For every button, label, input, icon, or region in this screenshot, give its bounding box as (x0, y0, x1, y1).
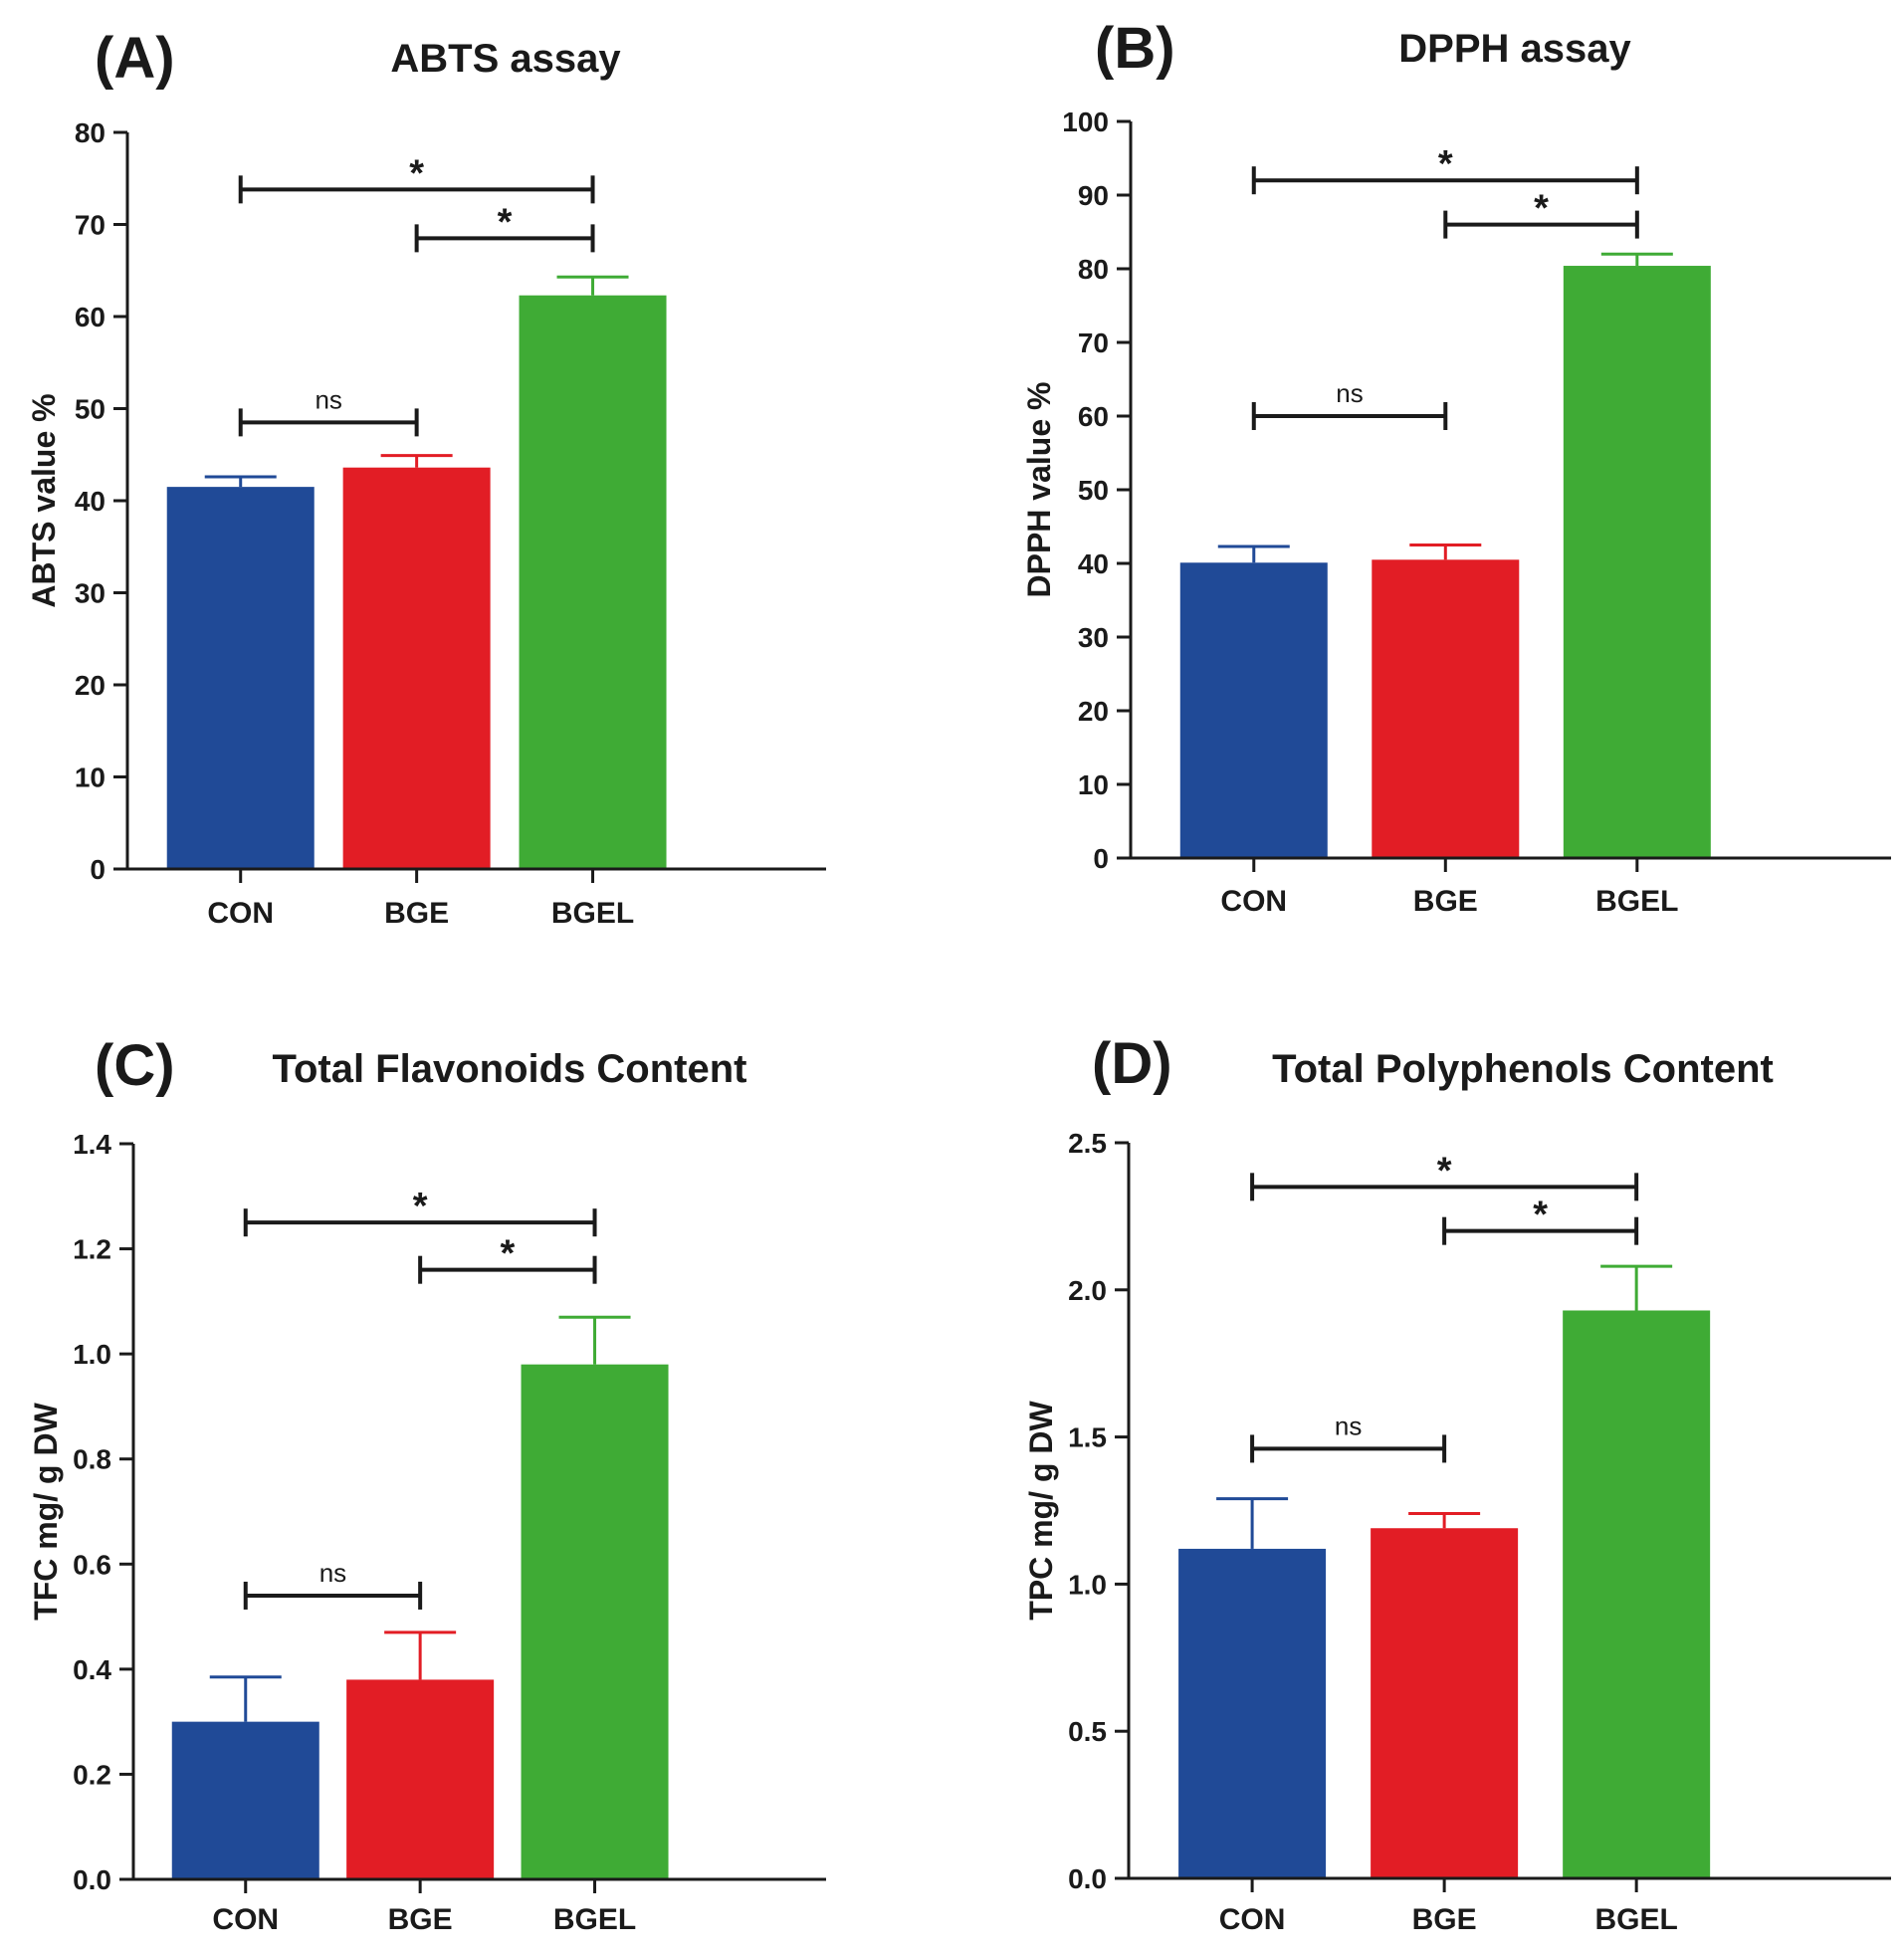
y-tick-label: 80 (75, 117, 106, 148)
x-tick-label: CON (212, 1903, 279, 1936)
bar-bge (1372, 559, 1520, 858)
x-tick-label: BGEL (1594, 1903, 1677, 1936)
panel-letter: (C) (95, 1033, 175, 1098)
significance-ns: ns (1335, 1411, 1362, 1440)
significance-star: * (409, 152, 424, 194)
significance-star: * (1438, 143, 1453, 185)
x-tick-label: BGE (1413, 885, 1478, 918)
bar-con (166, 487, 315, 869)
significance-star: * (1534, 188, 1549, 230)
x-tick-label: BGEL (553, 1903, 636, 1936)
y-tick-label: 70 (75, 210, 106, 241)
chart-title: ABTS assay (390, 37, 621, 81)
bar-bgel (521, 1364, 669, 1879)
x-tick-label: BGE (1412, 1903, 1477, 1936)
y-tick-label: 90 (1078, 180, 1109, 211)
y-tick-label: 10 (75, 762, 106, 793)
y-tick-label: 1.2 (73, 1234, 111, 1265)
y-tick-label: 80 (1078, 254, 1109, 285)
y-tick-label: 1.0 (73, 1339, 111, 1370)
significance-star: * (1437, 1150, 1452, 1192)
y-tick-label: 40 (75, 486, 106, 517)
y-tick-label: 0.0 (1068, 1863, 1107, 1894)
x-tick-label: CON (1219, 1903, 1286, 1936)
panel-a: (A) ABTS assay ABTS value % CON BGE BGEL 0 10 20… (26, 26, 826, 930)
y-tick-label: 0.2 (73, 1759, 111, 1790)
y-axis-title: ABTS value % (26, 393, 62, 607)
x-tick-label: BGEL (551, 897, 634, 930)
significance-ns: ns (315, 384, 341, 414)
x-tick-label: CON (207, 897, 274, 930)
significance-star: * (498, 201, 513, 243)
y-tick-label: 0.8 (73, 1444, 111, 1475)
y-tick-label: 20 (75, 670, 106, 701)
bar-con (1178, 1548, 1327, 1878)
y-tick-label: 30 (1078, 622, 1109, 653)
y-tick-label: 100 (1062, 107, 1109, 137)
y-tick-label: 0.5 (1068, 1716, 1107, 1747)
y-tick-label: 1.5 (1068, 1422, 1107, 1453)
panel-d: (D) Total Polyphenols Content TPC mg/ g DW… (1023, 1031, 1891, 1936)
bar-con (171, 1721, 319, 1879)
x-tick-label: BGEL (1595, 885, 1678, 918)
y-tick-label: 1.0 (1068, 1569, 1107, 1600)
chart-title: Total Polyphenols Content (1272, 1047, 1774, 1091)
y-tick-label: 0.4 (73, 1654, 111, 1685)
significance-star: * (413, 1186, 428, 1227)
significance-star: * (1533, 1195, 1548, 1236)
y-tick-label: 0 (1093, 843, 1109, 874)
y-tick-label: 40 (1078, 548, 1109, 579)
bar-bgel (1563, 1310, 1711, 1878)
y-tick-label: 2.0 (1068, 1275, 1107, 1306)
y-tick-label: 10 (1078, 769, 1109, 800)
y-tick-label: 60 (75, 302, 106, 332)
bar-bgel (1563, 266, 1711, 858)
y-tick-label: 1.4 (73, 1129, 111, 1160)
y-tick-label: 2.5 (1068, 1128, 1107, 1159)
x-tick-label: CON (1220, 885, 1287, 918)
bar-bge (342, 467, 491, 869)
y-tick-label: 50 (1078, 475, 1109, 506)
significance-star: * (500, 1233, 515, 1275)
y-axis-title: TFC mg/ g DW (28, 1402, 64, 1620)
panel-letter: (D) (1092, 1031, 1172, 1096)
bar-bge (346, 1679, 495, 1879)
significance-ns: ns (1336, 378, 1363, 408)
x-tick-label: BGE (384, 897, 449, 930)
significance-ns: ns (319, 1558, 346, 1588)
y-tick-label: 0.6 (73, 1549, 111, 1580)
bar-bge (1371, 1528, 1519, 1878)
y-tick-label: 70 (1078, 327, 1109, 358)
panel-letter: (B) (1095, 16, 1175, 81)
y-tick-label: 50 (75, 394, 106, 425)
bar-bgel (519, 295, 667, 870)
panel-b: (B) DPPH assay DPPH value % CON BGE BGEL 0 10 20… (1021, 16, 1891, 918)
y-axis-title: DPPH value % (1021, 382, 1057, 598)
panel-c: (C) Total Flavonoids Content TFC mg/ g DW C… (28, 1033, 826, 1936)
y-tick-label: 30 (75, 578, 106, 609)
panel-letter: (A) (95, 26, 175, 91)
y-tick-label: 0.0 (73, 1864, 111, 1895)
y-axis-title: TPC mg/ g DW (1023, 1400, 1059, 1620)
x-tick-label: BGE (388, 1903, 453, 1936)
y-tick-label: 0 (90, 854, 106, 885)
y-tick-label: 20 (1078, 696, 1109, 727)
y-tick-label: 60 (1078, 401, 1109, 432)
bar-con (1179, 562, 1328, 858)
chart-title: Total Flavonoids Content (272, 1047, 746, 1091)
chart-title: DPPH assay (1398, 27, 1631, 71)
